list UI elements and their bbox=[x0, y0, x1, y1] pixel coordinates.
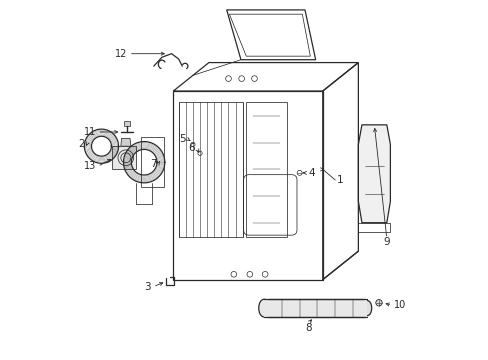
Polygon shape bbox=[112, 146, 136, 169]
Text: 12: 12 bbox=[115, 49, 127, 59]
Polygon shape bbox=[358, 125, 389, 223]
Text: 3: 3 bbox=[144, 282, 151, 292]
Polygon shape bbox=[121, 138, 131, 146]
Text: 7: 7 bbox=[149, 159, 156, 169]
Ellipse shape bbox=[258, 299, 269, 317]
Text: 11: 11 bbox=[83, 127, 96, 137]
FancyBboxPatch shape bbox=[124, 121, 130, 126]
Text: 1: 1 bbox=[336, 175, 343, 185]
Text: 13: 13 bbox=[83, 162, 96, 171]
Circle shape bbox=[375, 300, 382, 306]
Text: 4: 4 bbox=[308, 168, 315, 178]
Text: 5: 5 bbox=[179, 134, 185, 144]
Text: 6: 6 bbox=[188, 143, 194, 153]
Polygon shape bbox=[264, 299, 366, 317]
Text: 9: 9 bbox=[383, 237, 389, 247]
Text: 8: 8 bbox=[305, 323, 311, 333]
Ellipse shape bbox=[362, 301, 371, 316]
Text: 2: 2 bbox=[78, 139, 85, 149]
Text: 10: 10 bbox=[393, 300, 406, 310]
